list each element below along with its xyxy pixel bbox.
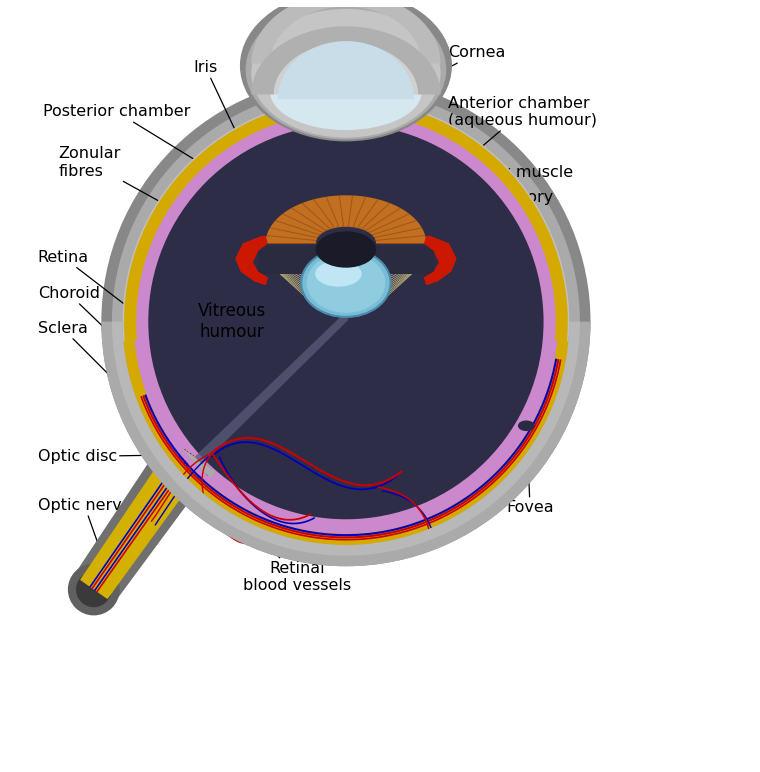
Polygon shape [274,42,418,94]
Text: Sclera: Sclera [38,321,130,396]
Polygon shape [252,0,441,63]
Polygon shape [266,195,426,243]
Circle shape [122,98,569,545]
Polygon shape [112,322,580,556]
Text: Fovea: Fovea [506,422,554,515]
Text: Suspensory
ligament: Suspensory ligament [434,190,553,273]
Ellipse shape [68,564,119,615]
Polygon shape [266,199,426,243]
Ellipse shape [76,572,112,608]
Text: Retina: Retina [38,250,162,333]
Text: Ciliary muscle: Ciliary muscle [440,165,572,251]
Polygon shape [424,236,457,285]
Text: Choroid: Choroid [38,286,145,367]
Text: Anterior chamber
(aqueous humour): Anterior chamber (aqueous humour) [388,96,597,227]
Polygon shape [236,236,268,285]
Ellipse shape [315,261,362,286]
Text: Optic nerve: Optic nerve [38,498,131,574]
Ellipse shape [315,232,376,267]
Ellipse shape [518,421,534,431]
Text: Iris: Iris [194,60,287,239]
Ellipse shape [315,262,365,289]
Circle shape [124,100,568,543]
Ellipse shape [271,54,422,130]
Text: Posterior chamber: Posterior chamber [43,104,304,227]
Ellipse shape [301,249,391,317]
Circle shape [136,112,556,531]
Polygon shape [236,236,268,285]
Text: Optic disc: Optic disc [38,449,201,464]
Text: Zonular
fibres: Zonular fibres [59,147,274,265]
Text: Retinal
blood vessels: Retinal blood vessels [223,495,351,593]
Ellipse shape [252,9,441,137]
Polygon shape [258,246,434,274]
Polygon shape [159,435,215,478]
Ellipse shape [315,232,376,268]
Circle shape [112,88,580,556]
Text: Cornea: Cornea [397,46,505,94]
Polygon shape [277,41,414,99]
Ellipse shape [308,254,384,312]
Ellipse shape [301,249,391,317]
Ellipse shape [240,0,452,141]
Polygon shape [195,314,349,465]
Ellipse shape [245,0,446,140]
Polygon shape [424,236,457,285]
Circle shape [101,77,591,566]
Ellipse shape [306,253,385,313]
Text: Vitreous
humour: Vitreous humour [198,302,267,341]
Text: Pupil: Pupil [331,32,369,230]
Polygon shape [252,26,441,94]
Polygon shape [80,442,205,599]
Circle shape [148,124,543,520]
Text: Hyaloid
canal: Hyaloid canal [365,354,493,388]
Polygon shape [74,436,213,604]
Polygon shape [101,322,591,566]
